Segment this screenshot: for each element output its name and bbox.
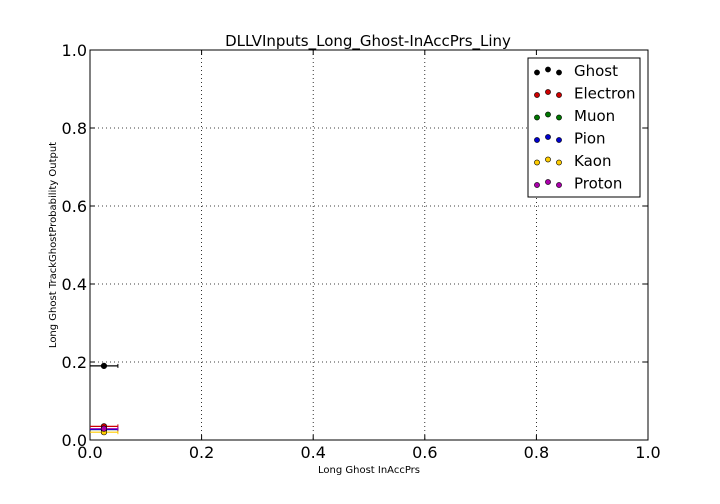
data-point xyxy=(100,362,108,370)
legend-marker xyxy=(556,114,562,121)
legend-marker xyxy=(534,137,540,143)
chart-title: DLLVInputs_Long_Ghost-InAccPrs_Liny xyxy=(225,32,511,51)
legend-label: Ghost xyxy=(574,62,618,80)
legend-marker xyxy=(534,159,540,166)
legend-label: Kaon xyxy=(574,152,611,170)
legend-marker xyxy=(556,159,562,166)
y-tick-label: 0.6 xyxy=(62,197,87,216)
x-axis-label: Long Ghost InAccPrs xyxy=(318,465,420,476)
legend-marker xyxy=(556,69,562,76)
legend-box xyxy=(527,57,641,198)
legend-marker xyxy=(545,89,551,95)
data-points xyxy=(90,362,119,436)
axis-ticks: 0.0 0.2 0.4 0.6 0.8 1.0 0.0 0.2 0.4 0.6 0.8 1.0 xyxy=(62,41,661,462)
legend-label: Electron xyxy=(574,85,636,103)
y-tick-label: 0.4 xyxy=(62,275,87,294)
legend-marker xyxy=(534,114,540,121)
legend: Ghost Electron Muon Pion Kaon Proton xyxy=(527,57,641,198)
x-tick-label: 0.8 xyxy=(524,443,549,462)
legend-marker xyxy=(556,92,562,98)
legend-marker xyxy=(534,182,540,188)
legend-marker xyxy=(556,182,562,188)
x-tick-label: 0.4 xyxy=(300,443,325,462)
y-tick-label: 1.0 xyxy=(62,41,87,60)
legend-marker xyxy=(534,92,540,98)
legend-label: Muon xyxy=(574,107,615,125)
legend-marker xyxy=(545,66,551,73)
plot-frame xyxy=(89,49,649,441)
data-point xyxy=(100,425,108,432)
x-tick-label: 0.0 xyxy=(77,443,102,462)
legend-label: Pion xyxy=(574,130,606,148)
y-tick-label: 0.0 xyxy=(62,431,87,450)
legend-marker xyxy=(545,179,551,185)
legend-marker xyxy=(556,137,562,143)
legend-marker xyxy=(534,69,540,76)
y-tick-label: 0.8 xyxy=(62,119,87,138)
y-axis-label: Long Ghost TrackGhostProbability Output xyxy=(48,142,59,348)
x-tick-label: 0.6 xyxy=(412,443,437,462)
legend-label: Proton xyxy=(574,175,622,193)
x-tick-label: 0.2 xyxy=(189,443,214,462)
legend-marker xyxy=(545,134,551,140)
legend-marker xyxy=(545,111,551,118)
legend-marker xyxy=(545,156,551,163)
y-tick-label: 0.2 xyxy=(62,353,87,372)
x-tick-label: 1.0 xyxy=(635,443,660,462)
